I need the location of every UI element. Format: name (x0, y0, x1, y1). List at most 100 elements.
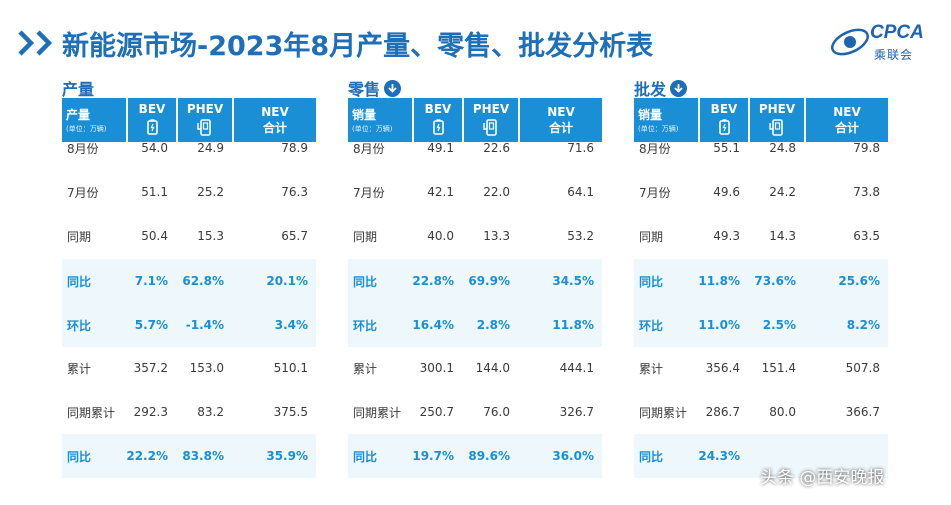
cell-nev: 73.8 (853, 185, 880, 199)
cell-bev: 50.4 (141, 229, 168, 243)
table-row: 同比 19.7% 89.6% 36.0% (348, 434, 602, 478)
cell-bev: 54.0 (141, 141, 168, 155)
row-label: 累计 (639, 361, 664, 376)
row-label: 同期累计 (353, 405, 402, 420)
header-unit-label: (单位：万辆) (638, 125, 679, 133)
plug-hybrid-icon (768, 116, 786, 139)
row-label: 同期 (639, 229, 664, 244)
row-label: 7月份 (67, 185, 99, 200)
cpca-logo: CPCA 乘联会 (826, 18, 944, 68)
table-row: 同期 40.0 13.3 53.2 (348, 214, 602, 258)
row-label: 同比 (639, 449, 664, 464)
cell-nev: 326.7 (559, 405, 594, 419)
table-header: 销量 (单位：万辆) BEV PHEV NEV 合计 (348, 98, 604, 142)
cell-phev: -1.4% (185, 318, 224, 332)
page-title: 新能源市场-2023年8月产量、零售、批发分析表 (62, 31, 654, 62)
header-nev-sub-label: 合计 (548, 120, 573, 135)
table-row: 同比 11.8% 73.6% 25.6% (634, 259, 888, 303)
arrow-down-circle-icon (384, 79, 402, 97)
header-metric: 销量 (单位：万辆) (348, 98, 412, 142)
table-header: 产量 (单位：万辆) BEV PHEV NEV 合计 (62, 98, 318, 142)
row-label: 同期累计 (67, 405, 116, 420)
table-row: 累计 300.1 144.0 444.1 (348, 346, 602, 390)
row-label: 累计 (353, 361, 378, 376)
row-label: 同比 (639, 274, 664, 289)
header-unit-label: (单位：万辆) (352, 125, 393, 133)
cell-nev: 78.9 (281, 141, 308, 155)
table-row: 同比 7.1% 62.8% 20.1% (62, 259, 316, 303)
cell-nev: 34.5% (552, 274, 594, 288)
cell-phev: 2.5% (762, 318, 796, 332)
cell-nev: 71.6 (567, 141, 594, 155)
table-row: 同期 50.4 15.3 65.7 (62, 214, 316, 258)
cell-phev: 24.9 (197, 141, 224, 155)
cell-phev: 151.4 (761, 361, 796, 375)
cell-phev: 76.0 (483, 405, 510, 419)
cell-phev: 2.8% (476, 318, 510, 332)
table-row: 8月份 55.1 24.8 79.8 (634, 126, 888, 170)
cell-bev: 40.0 (427, 229, 454, 243)
row-label: 同比 (67, 274, 92, 289)
cell-bev: 286.7 (705, 405, 740, 419)
table-row: 7月份 49.6 24.2 73.8 (634, 170, 888, 214)
cell-nev: 3.4% (274, 318, 308, 332)
row-label: 环比 (67, 318, 92, 333)
cell-phev: 89.6% (468, 449, 510, 463)
row-label: 同比 (353, 449, 378, 464)
cell-nev: 63.5 (853, 229, 880, 243)
table-row: 7月份 51.1 25.2 76.3 (62, 170, 316, 214)
chevron-right-icon (18, 30, 35, 56)
row-label: 同期 (67, 229, 92, 244)
table-row: 同期 49.3 14.3 63.5 (634, 214, 888, 258)
cell-phev: 73.6% (754, 274, 796, 288)
cell-bev: 49.3 (713, 229, 740, 243)
cell-bev: 42.1 (427, 185, 454, 199)
header-bev-label: BEV (424, 102, 452, 116)
header-metric-label: 产量 (66, 108, 91, 122)
cell-bev: 55.1 (713, 141, 740, 155)
cell-nev: 366.7 (845, 405, 880, 419)
chevron-right-icon (36, 30, 53, 56)
header-bev-label: BEV (710, 102, 738, 116)
cell-phev: 24.2 (769, 185, 796, 199)
table-row: 同比 22.2% 83.8% 35.9% (62, 434, 316, 478)
cell-nev: 507.8 (845, 361, 880, 375)
row-label: 7月份 (639, 185, 671, 200)
header-nev: NEV 合计 (234, 98, 316, 142)
cell-phev: 83.8% (182, 449, 224, 463)
table-row: 累计 357.2 153.0 510.1 (62, 346, 316, 390)
table-row: 环比 5.7% -1.4% 3.4% (62, 303, 316, 347)
battery-icon (146, 116, 158, 138)
cell-nev: 65.7 (281, 229, 308, 243)
table-row: 7月份 42.1 22.0 64.1 (348, 170, 602, 214)
cell-nev: 36.0% (552, 449, 594, 463)
cell-nev: 25.6% (838, 274, 880, 288)
cell-phev: 62.8% (182, 274, 224, 288)
header-nev-label: NEV (261, 104, 289, 119)
section-heading: 零售 (348, 76, 402, 100)
row-label: 8月份 (639, 141, 671, 156)
cell-bev: 357.2 (133, 361, 168, 375)
header-metric-label: 销量 (352, 108, 377, 122)
cell-bev: 356.4 (705, 361, 740, 375)
section-heading: 批发 (634, 76, 688, 100)
cell-bev: 300.1 (419, 361, 454, 375)
row-label: 累计 (67, 361, 92, 376)
table-row: 8月份 49.1 22.6 71.6 (348, 126, 602, 170)
header-bev: BEV (700, 98, 748, 142)
battery-icon (432, 116, 444, 138)
cell-phev: 15.3 (197, 229, 224, 243)
section-heading-label: 零售 (348, 80, 381, 99)
header-phev-label: PHEV (186, 101, 224, 116)
header-phev: PHEV (464, 98, 518, 142)
source-watermark: 头条 @西安晚报 (760, 468, 885, 488)
cell-bev: 24.3% (698, 449, 740, 463)
table-row: 同比 22.8% 69.9% 34.5% (348, 259, 602, 303)
cell-bev: 49.6 (713, 185, 740, 199)
header-phev: PHEV (178, 98, 232, 142)
header-bev-label: BEV (138, 102, 166, 116)
header-bev: BEV (414, 98, 462, 142)
header-bev: BEV (128, 98, 176, 142)
row-label: 8月份 (67, 141, 99, 156)
table-row: 同期累计 286.7 80.0 366.7 (634, 390, 888, 434)
